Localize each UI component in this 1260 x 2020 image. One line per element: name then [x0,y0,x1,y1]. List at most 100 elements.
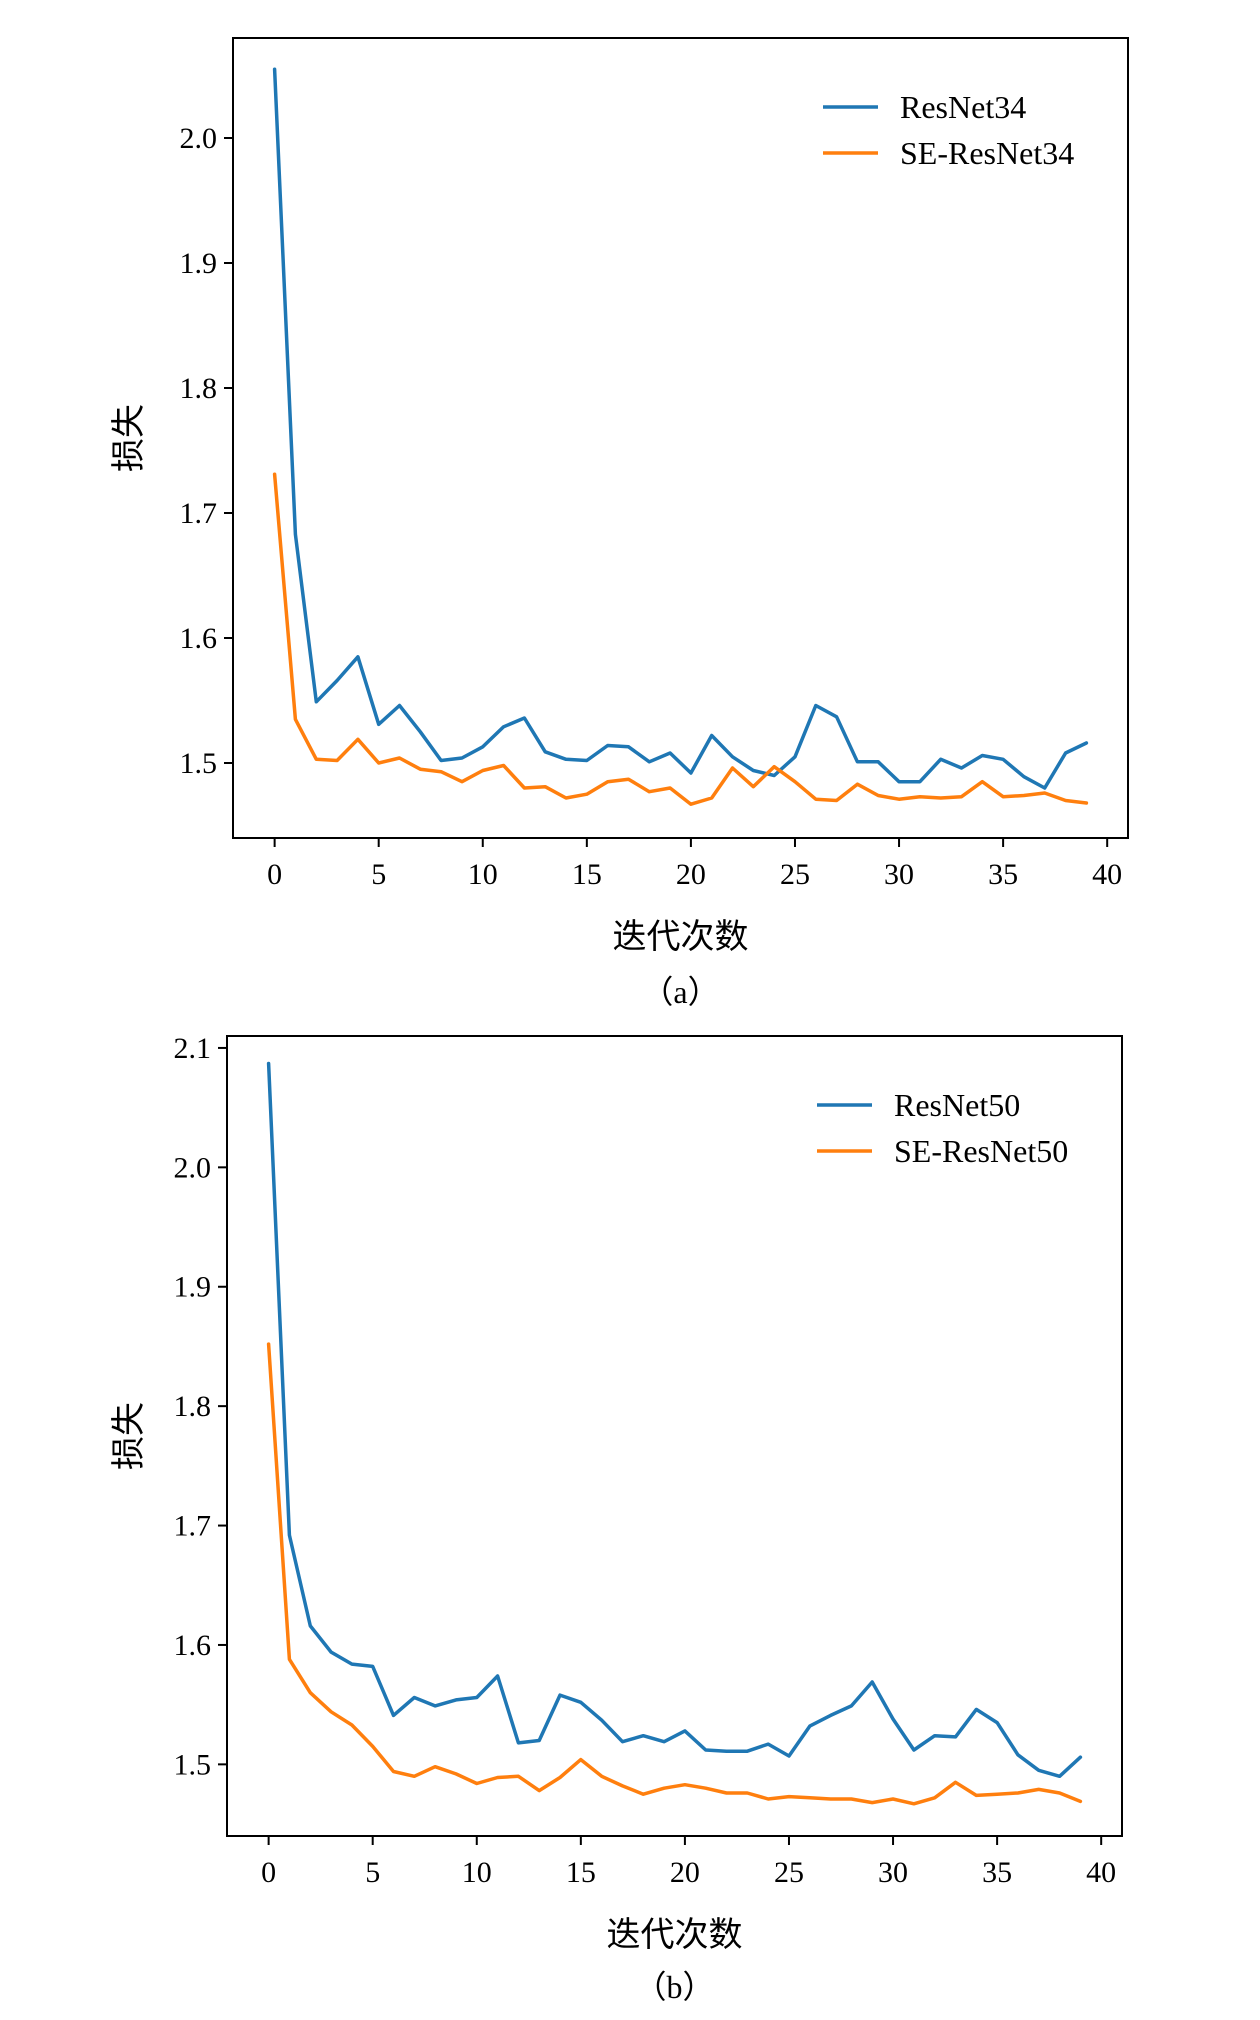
data-point-se-resnet34 [1043,791,1046,795]
x-tick-label: 0 [261,1856,276,1889]
data-point-se-resnet50 [329,1710,333,1714]
data-point-resnet50 [288,1533,291,1537]
series-line-se-resnet50 [266,1342,1083,1806]
data-point-se-resnet50 [683,1783,687,1786]
x-tick-label: 40 [1086,1856,1116,1889]
data-point-se-resnet34 [481,769,484,772]
data-point-se-resnet50 [662,1787,666,1790]
y-axis-label: 损失 [109,1402,149,1470]
data-point-resnet34 [564,758,568,761]
data-point-se-resnet34 [897,798,901,801]
data-point-se-resnet34 [460,780,464,783]
data-point-se-resnet34 [939,796,942,800]
x-tick-label: 40 [1092,858,1122,891]
data-point-resnet50 [433,1704,437,1708]
data-point-se-resnet34 [1001,795,1005,798]
data-point-resnet50 [621,1740,624,1743]
y-axis-label: 损失 [109,404,149,472]
data-point-se-resnet34 [877,794,880,797]
data-point-resnet50 [267,1062,270,1065]
legend-label: SE-ResNet34 [900,135,1074,171]
x-tick-label: 20 [670,1856,700,1889]
data-point-resnet34 [460,756,464,760]
data-point-se-resnet34 [1022,794,1026,797]
data-point-resnet50 [704,1748,707,1752]
y-tick-label: 1.9 [180,247,218,280]
data-point-resnet34 [981,754,984,757]
data-point-se-resnet34 [502,764,505,767]
data-point-resnet34 [606,744,609,747]
data-point-se-resnet50 [475,1782,478,1785]
data-point-se-resnet34 [731,766,734,770]
x-axis-label: 迭代次数 [613,917,749,957]
data-point-resnet50 [829,1714,832,1717]
data-point-se-resnet34 [544,785,547,788]
legend-label: SE-ResNet50 [894,1133,1068,1169]
data-point-se-resnet50 [766,1797,770,1801]
data-point-resnet50 [662,1740,666,1743]
data-point-resnet50 [808,1724,811,1728]
data-point-se-resnet34 [398,756,401,760]
data-point-resnet50 [954,1735,957,1739]
data-point-se-resnet50 [829,1797,832,1801]
data-point-se-resnet50 [642,1793,645,1796]
data-point-se-resnet34 [439,770,443,773]
data-point-se-resnet34 [585,793,589,796]
data-point-resnet50 [975,1708,978,1711]
data-point-se-resnet50 [954,1781,957,1784]
data-point-resnet34 [419,730,422,733]
data-point-se-resnet50 [975,1794,978,1797]
data-point-se-resnet34 [648,790,651,793]
series-line-se-resnet34 [272,472,1089,806]
data-point-se-resnet34 [1064,799,1067,802]
data-point-resnet50 [642,1734,645,1737]
data-point-se-resnet50 [1079,1800,1082,1803]
data-point-se-resnet50 [579,1758,583,1761]
x-tick-label: 30 [878,1856,908,1889]
data-point-se-resnet34 [315,758,318,761]
y-tick-label: 1.8 [180,372,218,405]
data-point-se-resnet50 [558,1776,562,1779]
x-tick-label: 15 [572,858,602,891]
data-point-resnet34 [356,655,360,658]
data-point-se-resnet50 [350,1723,354,1727]
data-point-resnet34 [544,750,547,753]
legend-label: ResNet50 [894,1087,1020,1123]
data-point-resnet50 [995,1721,999,1724]
data-point-resnet34 [1064,751,1067,755]
data-point-se-resnet34 [419,768,422,771]
y-tick-label: 2.0 [180,122,218,155]
data-point-se-resnet50 [371,1745,374,1748]
data-point-resnet34 [439,759,443,762]
data-point-resnet34 [273,68,276,71]
x-axis-label: 迭代次数 [607,1915,743,1955]
data-point-se-resnet34 [606,780,609,783]
data-point-se-resnet34 [689,803,693,806]
data-point-se-resnet50 [704,1787,707,1790]
data-point-se-resnet50 [454,1772,458,1776]
y-tick-label: 2.1 [174,1032,212,1065]
data-point-resnet50 [350,1662,354,1666]
data-point-resnet34 [335,679,339,682]
y-tick-label: 1.6 [174,1629,212,1662]
data-point-resnet34 [752,769,755,772]
figure-caption: （a） [641,974,719,1010]
data-point-se-resnet50 [413,1775,416,1778]
data-point-se-resnet50 [787,1795,791,1798]
data-point-se-resnet50 [912,1802,916,1805]
data-point-se-resnet34 [981,780,984,783]
data-point-se-resnet34 [710,796,713,800]
data-point-resnet34 [294,533,297,536]
data-point-resnet50 [558,1693,562,1697]
data-point-resnet50 [538,1739,541,1742]
data-point-resnet50 [871,1680,874,1684]
data-point-resnet34 [918,780,922,783]
data-point-se-resnet34 [814,798,817,801]
data-point-se-resnet34 [918,795,922,798]
x-tick-label: 10 [468,858,498,891]
data-point-se-resnet34 [356,738,360,741]
y-tick-label: 1.7 [180,497,218,530]
data-point-se-resnet34 [377,761,380,765]
data-point-se-resnet50 [517,1775,520,1778]
data-point-se-resnet50 [267,1342,270,1346]
